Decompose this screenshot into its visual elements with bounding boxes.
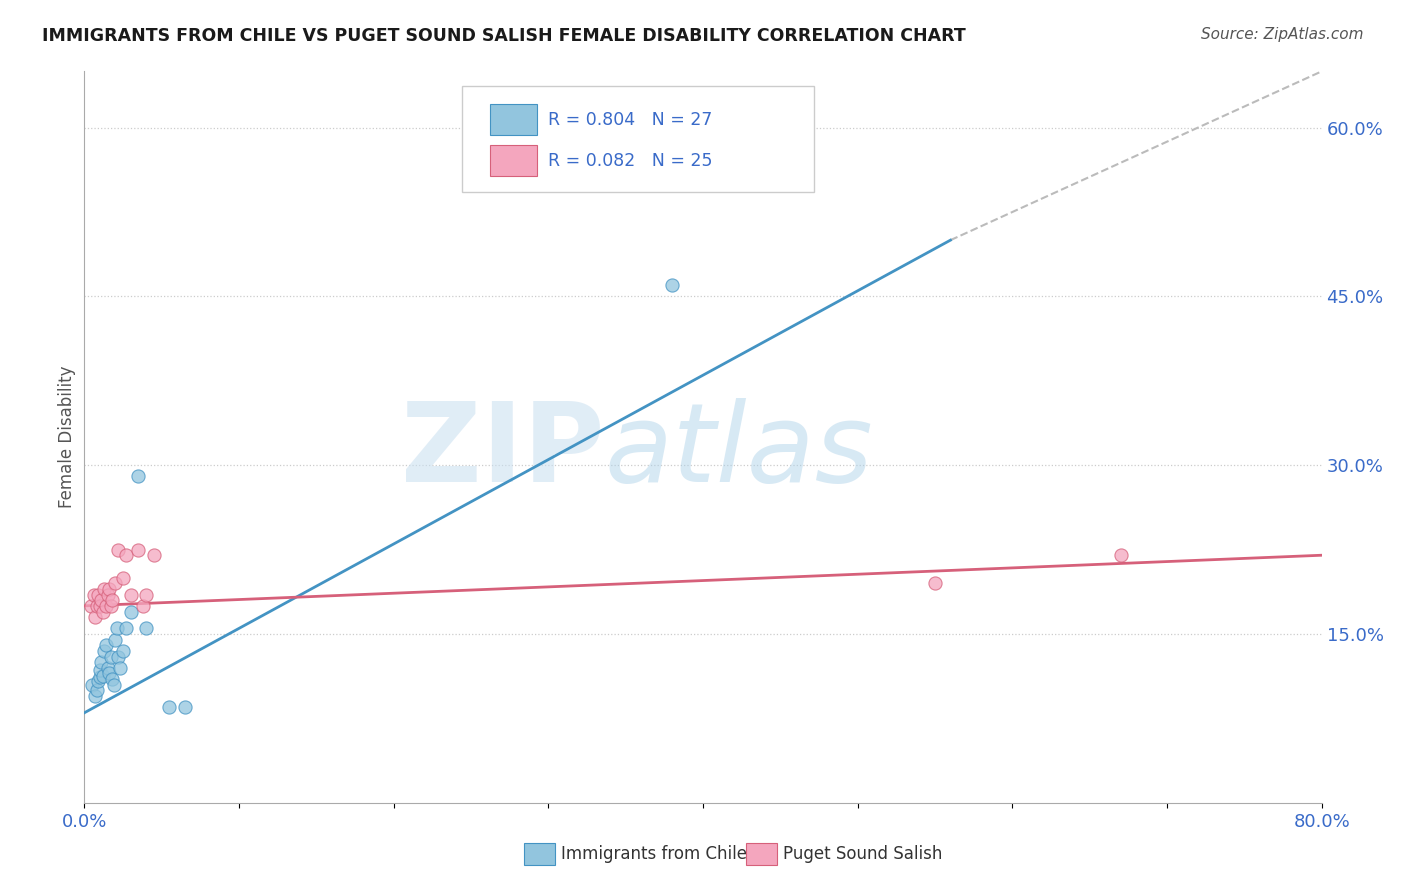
Point — [103, 678, 125, 692]
Point — [93, 582, 115, 596]
Point — [79, 599, 101, 613]
Point — [84, 610, 107, 624]
Point — [84, 689, 107, 703]
Point — [89, 599, 111, 613]
Point — [924, 576, 946, 591]
Point — [98, 582, 121, 596]
Point — [90, 655, 112, 669]
Point — [107, 542, 129, 557]
Text: Immigrants from Chile: Immigrants from Chile — [561, 845, 747, 863]
Point — [97, 661, 120, 675]
Point — [83, 588, 105, 602]
Point — [107, 649, 129, 664]
Point — [91, 668, 114, 682]
Point — [90, 593, 112, 607]
Point — [105, 621, 128, 635]
Point — [115, 548, 138, 562]
Point — [101, 672, 124, 686]
Point — [135, 621, 157, 635]
Point — [159, 700, 181, 714]
Point — [100, 599, 122, 613]
Point — [89, 663, 111, 677]
Point — [94, 638, 117, 652]
Point — [98, 666, 121, 681]
Point — [93, 644, 115, 658]
Text: atlas: atlas — [605, 398, 873, 505]
FancyBboxPatch shape — [523, 843, 554, 865]
Text: IMMIGRANTS FROM CHILE VS PUGET SOUND SALISH FEMALE DISABILITY CORRELATION CHART: IMMIGRANTS FROM CHILE VS PUGET SOUND SAL… — [42, 27, 966, 45]
FancyBboxPatch shape — [491, 104, 537, 135]
Point — [108, 661, 131, 675]
Point — [100, 649, 122, 664]
Point — [143, 548, 166, 562]
Point — [87, 674, 110, 689]
Point — [104, 632, 127, 647]
Point — [128, 469, 150, 483]
Point — [132, 599, 155, 613]
Point — [1109, 548, 1132, 562]
Point — [104, 576, 127, 591]
Point — [661, 278, 683, 293]
Point — [112, 571, 135, 585]
Point — [115, 621, 138, 635]
Y-axis label: Female Disability: Female Disability — [58, 366, 76, 508]
Point — [94, 599, 117, 613]
Point — [97, 588, 120, 602]
FancyBboxPatch shape — [747, 843, 778, 865]
Point — [120, 588, 142, 602]
Point — [101, 593, 124, 607]
FancyBboxPatch shape — [461, 86, 814, 192]
Point — [128, 542, 150, 557]
Text: ZIP: ZIP — [401, 398, 605, 505]
Point — [86, 599, 108, 613]
Point — [135, 588, 157, 602]
Point — [120, 605, 142, 619]
Point — [174, 700, 197, 714]
FancyBboxPatch shape — [491, 145, 537, 176]
Text: R = 0.804   N = 27: R = 0.804 N = 27 — [548, 111, 713, 128]
Point — [89, 670, 111, 684]
Text: Source: ZipAtlas.com: Source: ZipAtlas.com — [1201, 27, 1364, 42]
Point — [112, 644, 135, 658]
Text: R = 0.082   N = 25: R = 0.082 N = 25 — [548, 152, 713, 169]
Point — [86, 683, 108, 698]
Point — [91, 605, 114, 619]
Point — [87, 588, 110, 602]
Text: Puget Sound Salish: Puget Sound Salish — [783, 845, 943, 863]
Point — [82, 678, 104, 692]
